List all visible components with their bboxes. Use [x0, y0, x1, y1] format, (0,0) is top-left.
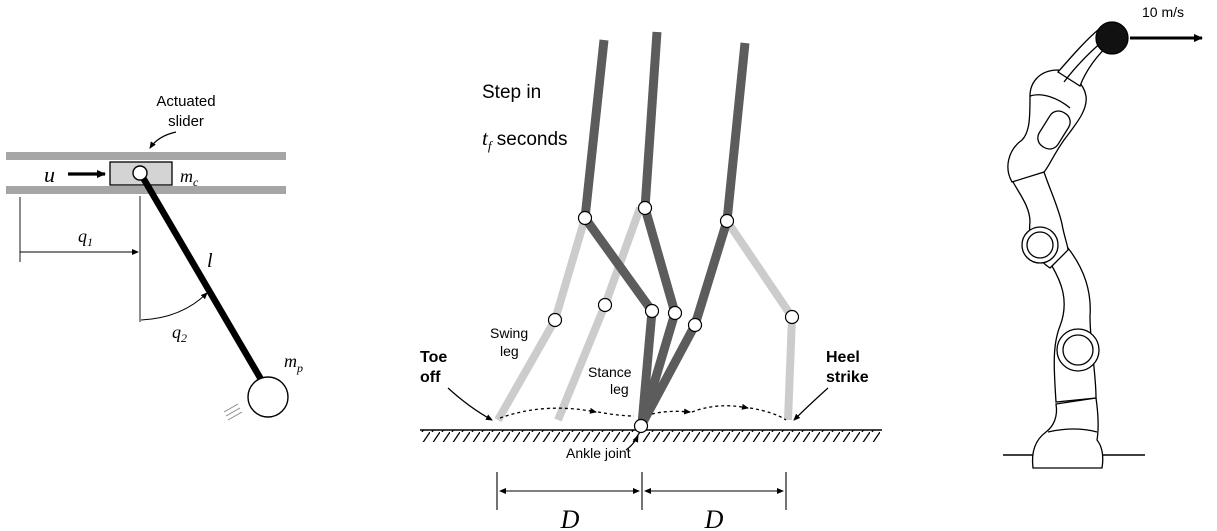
motion-marks	[223, 403, 243, 421]
foot-trajectory-1	[499, 407, 597, 419]
toe-off-label-line1: Toe	[420, 349, 447, 366]
bottom-rail	[6, 186, 286, 194]
slider-label-line2: slider	[168, 113, 204, 130]
arm-base-detail	[1047, 428, 1098, 433]
pivot-joint	[132, 165, 148, 181]
slider-label-line1: Actuated	[156, 93, 215, 110]
knee-joint-swing-1	[547, 312, 563, 328]
stance-leg-2	[637, 31, 680, 426]
foot-trajectory-4	[691, 403, 749, 413]
slider-pointer-arrow	[149, 131, 177, 149]
heel-strike-arrow	[793, 387, 829, 421]
foot-trajectory-3	[651, 408, 691, 415]
ankle-joint-label: Ankle joint	[566, 445, 631, 461]
d-right-label: D	[704, 505, 724, 531]
heel-strike-label-line2: strike	[826, 369, 869, 386]
bob-mass-label: mp	[284, 351, 303, 375]
walker-panel: Step in tf seconds Swing leg Toe off Sta…	[420, 31, 882, 531]
arm-joint-3-inner	[1062, 334, 1094, 366]
arm-link-3-detail	[1029, 94, 1071, 109]
top-rail	[6, 152, 286, 160]
swing-leg-label-line2: leg	[500, 343, 519, 359]
arm-wrist-window	[1037, 110, 1071, 150]
hip-joint-1	[577, 210, 593, 226]
knee-joint-swing-3	[784, 309, 800, 325]
robot-arm-panel	[1003, 21, 1203, 469]
toe-off-label-line2: off	[420, 369, 441, 386]
stance-leg-3	[638, 42, 750, 427]
distance-dimensions	[496, 472, 787, 510]
speed-label: 10 m/s	[1142, 4, 1184, 20]
cart-mass-label: mc	[180, 166, 199, 189]
step-label-line2: tf seconds	[482, 126, 568, 153]
q2-arc	[140, 292, 208, 321]
swing-leg-front	[723, 218, 796, 421]
l-label: l	[207, 250, 213, 272]
arm-link-1	[1051, 246, 1097, 403]
u-symbol: u	[44, 162, 55, 187]
ankle-joint-arrow	[625, 435, 639, 451]
toe-off-arrow	[447, 387, 493, 421]
knee-joint-stance-1	[644, 303, 660, 319]
pendulum-rod	[139, 174, 272, 395]
hip-joint-2	[637, 200, 653, 216]
step-label-line1: Step in	[482, 82, 541, 103]
foot-trajectory-2	[597, 411, 635, 417]
q2-label: q2	[172, 322, 187, 345]
stance-leg-1	[580, 39, 657, 425]
arm-base	[1031, 397, 1104, 469]
stance-leg-label-line1: Stance	[588, 364, 632, 380]
stance-leg-label-line2: leg	[610, 381, 629, 397]
knee-joint-stance-2	[667, 305, 683, 321]
joints	[547, 200, 800, 434]
knee-joint-stance-3	[687, 317, 703, 333]
cartpole-panel: Actuated slider u mc mp q1 q2 l	[6, 93, 303, 421]
d-left-label: D	[560, 505, 580, 531]
pendulum-bob	[247, 376, 289, 418]
ankle-joint	[633, 418, 649, 434]
knee-joint-swing-2	[597, 297, 613, 313]
robot-arm-head-icon	[1095, 21, 1129, 55]
ground-hatch	[420, 430, 880, 442]
foot-trajectory-5	[749, 407, 787, 421]
arm-joint-2-inner	[1026, 231, 1054, 259]
heel-strike-label-line1: Heel	[826, 349, 860, 366]
swing-leg-label-line1: Swing	[490, 325, 528, 341]
q1-label: q1	[78, 226, 93, 249]
hip-joint-3	[719, 213, 735, 229]
